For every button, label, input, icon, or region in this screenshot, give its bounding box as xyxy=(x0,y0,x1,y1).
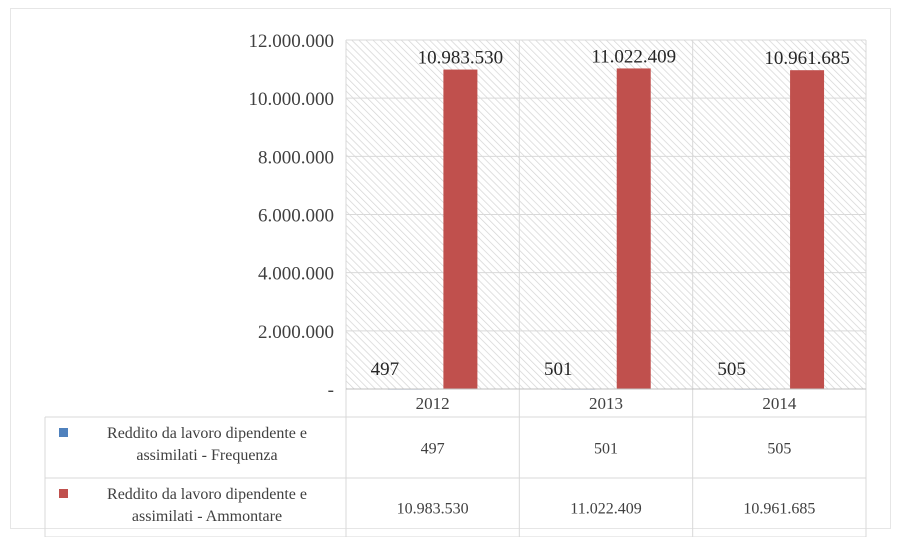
y-tick-label: 10.000.000 xyxy=(249,89,335,110)
data-label: 497 xyxy=(371,359,400,380)
legend-label-line2: assimilati - Ammontare xyxy=(132,508,282,525)
bar-ammontare-2012 xyxy=(443,69,478,390)
data-label: 10.983.530 xyxy=(418,48,504,69)
y-tick-label: 6.000.000 xyxy=(258,206,334,227)
x-tick-label: 2013 xyxy=(589,394,623,413)
data-table: 2012 2013 2014 Reddito da lavoro dipendente… xyxy=(44,388,866,537)
data-labels: 497 10.983.530 501 11.022.409 505 10.961.685 xyxy=(371,46,850,380)
table-cell: 501 xyxy=(594,441,618,458)
y-tick-label: - xyxy=(328,380,334,401)
data-label: 11.022.409 xyxy=(591,46,676,67)
x-tick-label: 2012 xyxy=(416,394,450,413)
y-axis-tick-labels: - 2.000.000 4.000.000 6.000.000 8.000.000 10.… xyxy=(249,31,335,401)
table-cell: 10.961.685 xyxy=(743,501,815,518)
data-label: 505 xyxy=(717,359,746,380)
bar-ammontare-2013 xyxy=(616,68,651,389)
legend-label-line1: Reddito da lavoro dipendente e xyxy=(107,425,307,442)
legend-key xyxy=(59,489,68,498)
table-cell: 505 xyxy=(767,441,791,458)
chart-frame xyxy=(10,8,891,529)
y-tick-label: 2.000.000 xyxy=(258,322,334,343)
bars xyxy=(387,68,825,390)
data-label: 10.961.685 xyxy=(764,48,850,69)
legend-label-line1: Reddito da lavoro dipendente e xyxy=(107,486,307,503)
y-tick-label: 12.000.000 xyxy=(249,31,335,52)
legend-key xyxy=(59,428,68,437)
table-cell: 497 xyxy=(421,441,445,458)
data-label: 501 xyxy=(544,359,573,380)
y-tick-label: 4.000.000 xyxy=(258,264,334,285)
table-cell: 11.022.409 xyxy=(570,501,641,518)
bar-ammontare-2014 xyxy=(790,70,825,389)
legend-label-line2: assimilati - Frequenza xyxy=(136,447,277,464)
y-tick-label: 8.000.000 xyxy=(258,147,334,168)
table-cell: 10.983.530 xyxy=(397,501,469,518)
x-tick-label: 2014 xyxy=(762,394,797,413)
